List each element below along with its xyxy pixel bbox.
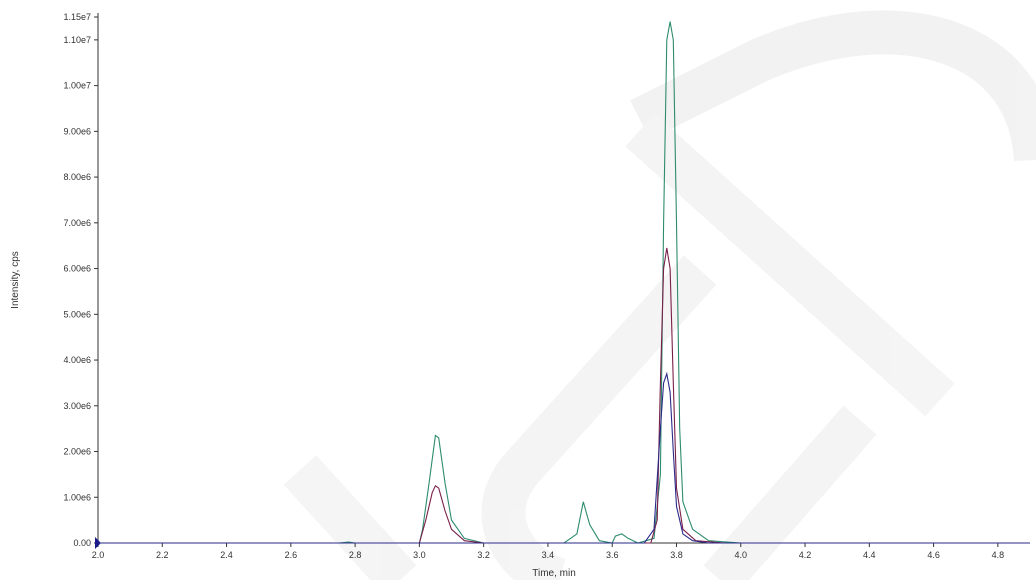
- x-tick-label: 4.2: [799, 550, 812, 560]
- axes: [94, 13, 1030, 549]
- y-tick-label: 6.00e6: [63, 264, 91, 274]
- watermark-logo: [283, 10, 1036, 580]
- x-tick-label: 3.6: [606, 550, 619, 560]
- x-tick-label: 4.0: [735, 550, 748, 560]
- y-tick-label: 9.00e6: [63, 126, 91, 136]
- y-tick-label: 0.00: [73, 538, 91, 548]
- y-axis-title: Intensity, cps: [10, 251, 21, 309]
- series-line-2: [98, 247, 1030, 544]
- x-tick-label: 2.6: [285, 550, 298, 560]
- y-tick-label: 7.00e6: [63, 218, 91, 228]
- x-tick-label: 2.4: [220, 550, 233, 560]
- y-tick-label: 2.00e6: [63, 447, 91, 457]
- y-tick-label: 1.00e7: [63, 81, 91, 91]
- y-tick-label: 1.15e7: [63, 12, 91, 22]
- y-tick-label: 8.00e6: [63, 172, 91, 182]
- series-line-1: [98, 21, 1030, 544]
- x-tick-label: 4.6: [927, 550, 940, 560]
- x-tick-label: 3.8: [670, 550, 683, 560]
- y-tick-label: 4.00e6: [63, 355, 91, 365]
- x-tick-label: 2.8: [349, 550, 362, 560]
- x-axis-title: Time, min: [532, 568, 576, 579]
- y-tick-label: 1.00e6: [63, 492, 91, 502]
- y-tick-label: 1.10e7: [63, 35, 91, 45]
- x-tick-label: 3.4: [542, 550, 555, 560]
- x-tick-label: 3.2: [477, 550, 490, 560]
- x-tick-label: 2.0: [92, 550, 105, 560]
- x-tick-label: 4.4: [863, 550, 876, 560]
- x-tick-label: 2.2: [156, 550, 169, 560]
- y-tick-label: 3.00e6: [63, 401, 91, 411]
- labels: 2.0 2.2 2.4 2.6 2.8 3.0 3.2 3.4 3.6 3.8 4.0 4.2 4.4 4…: [10, 12, 1004, 579]
- y-tick-label: 5.00e6: [63, 309, 91, 319]
- traces: [98, 21, 1030, 544]
- x-tick-label: 4.8: [992, 550, 1005, 560]
- x-tick-label: 3.0: [413, 550, 426, 560]
- series-line-3: [98, 371, 1030, 544]
